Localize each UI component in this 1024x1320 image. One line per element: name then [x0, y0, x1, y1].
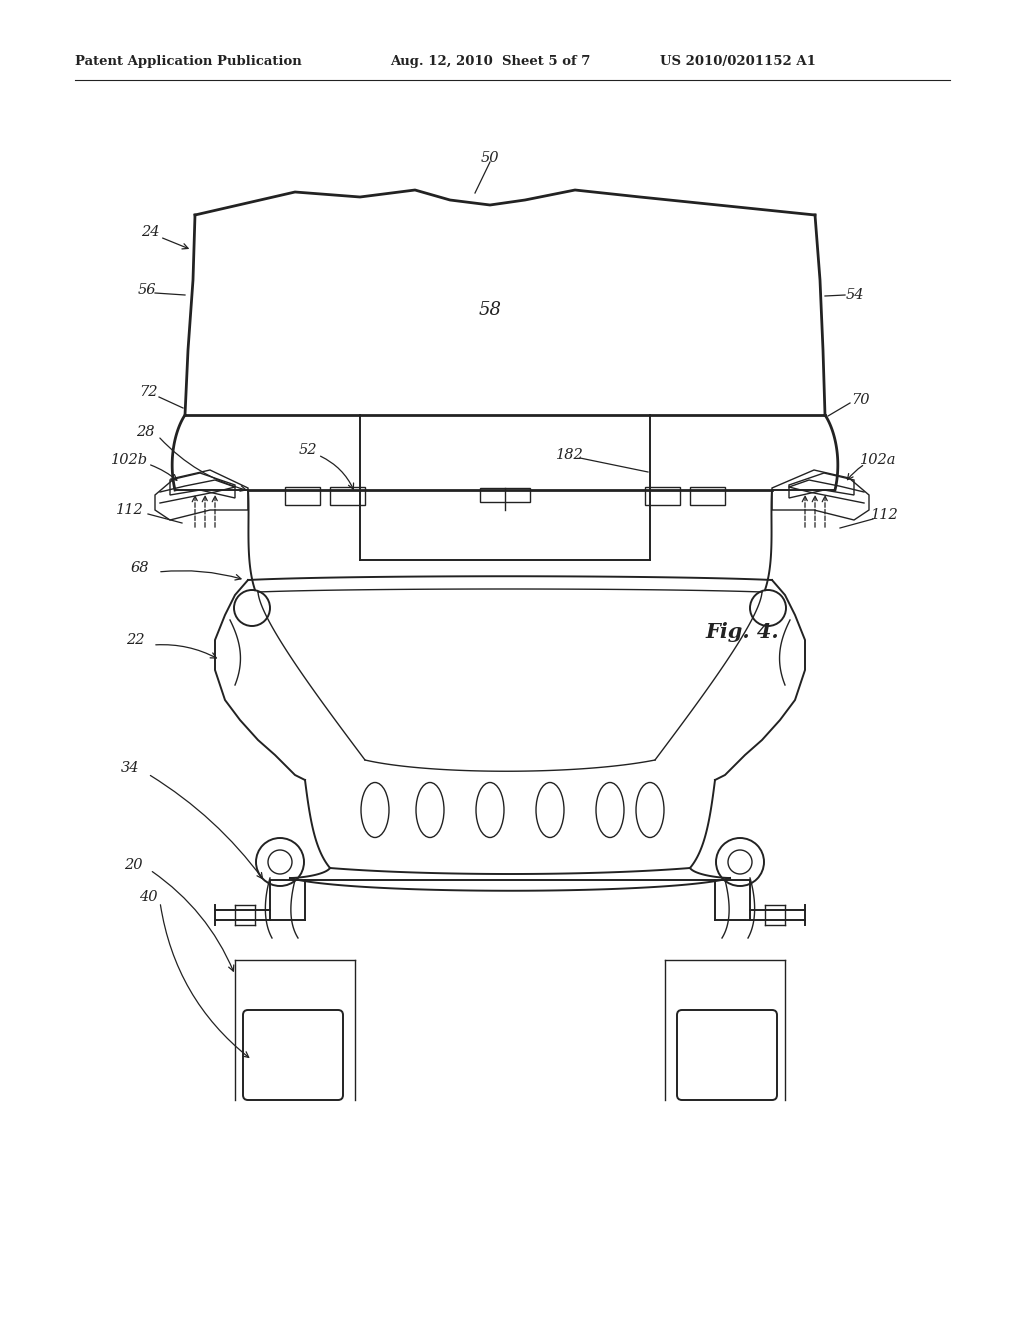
Text: 22: 22 [126, 634, 144, 647]
Text: 40: 40 [138, 890, 158, 904]
Bar [645, 487, 680, 506]
Text: Patent Application Publication: Patent Application Publication [75, 55, 302, 69]
Text: 50: 50 [480, 150, 500, 165]
Text: 20: 20 [124, 858, 142, 873]
Text: 102a: 102a [860, 453, 896, 467]
Bar [480, 488, 530, 502]
Text: 56: 56 [138, 282, 157, 297]
Bar [285, 487, 319, 506]
Text: 112: 112 [871, 508, 899, 521]
Text: 54: 54 [846, 288, 864, 302]
Bar [690, 487, 725, 506]
Text: 58: 58 [478, 301, 502, 319]
Text: 28: 28 [136, 425, 155, 440]
Text: 52: 52 [299, 444, 317, 457]
Text: 72: 72 [138, 385, 158, 399]
Text: Aug. 12, 2010  Sheet 5 of 7: Aug. 12, 2010 Sheet 5 of 7 [390, 55, 591, 69]
Text: 182: 182 [556, 447, 584, 462]
Text: 70: 70 [851, 393, 869, 407]
Text: 34: 34 [121, 762, 139, 775]
Text: 24: 24 [140, 224, 160, 239]
Text: US 2010/0201152 A1: US 2010/0201152 A1 [660, 55, 816, 69]
Text: 68: 68 [131, 561, 150, 576]
Text: 102b: 102b [112, 453, 148, 467]
Bar [330, 487, 365, 506]
Text: 112: 112 [116, 503, 144, 517]
Text: Fig. 4.: Fig. 4. [705, 622, 778, 642]
